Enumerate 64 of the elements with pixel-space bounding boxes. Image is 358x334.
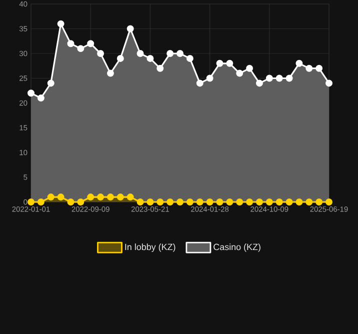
point (67, 40, 74, 48)
point (216, 198, 224, 206)
point (136, 198, 144, 206)
point (196, 80, 204, 87)
point (286, 74, 293, 82)
point (196, 198, 204, 206)
point (316, 64, 323, 72)
point (326, 198, 332, 206)
legend-label: Casino (KZ) (214, 244, 260, 252)
point (306, 64, 313, 72)
point (77, 45, 84, 52)
point (126, 194, 134, 201)
point (256, 80, 263, 87)
point (266, 74, 273, 82)
point (37, 94, 44, 102)
point (296, 198, 303, 206)
point (146, 198, 154, 206)
point (47, 80, 54, 87)
point (97, 50, 104, 57)
point (116, 54, 124, 62)
point (206, 198, 214, 206)
point (57, 20, 64, 28)
point (326, 80, 332, 87)
point (296, 60, 303, 67)
point (77, 198, 84, 206)
point (226, 198, 234, 206)
point (216, 60, 224, 67)
point (47, 194, 54, 201)
point (286, 198, 293, 206)
point (28, 90, 34, 97)
point (246, 198, 254, 206)
point (28, 198, 34, 206)
point (116, 194, 124, 201)
point (206, 74, 214, 82)
point (106, 70, 114, 77)
point (106, 194, 114, 201)
point (156, 198, 164, 206)
point (276, 74, 283, 82)
legend-label: In lobby (KZ) (125, 244, 176, 252)
point (306, 198, 313, 206)
point (156, 64, 164, 72)
point (146, 54, 154, 62)
point (176, 198, 184, 206)
point (236, 198, 244, 206)
point (87, 40, 94, 48)
point (316, 198, 323, 206)
point (236, 70, 244, 77)
point (176, 50, 184, 57)
point (166, 50, 174, 57)
point (67, 198, 74, 206)
point (276, 198, 283, 206)
point (186, 198, 194, 206)
point (126, 25, 134, 32)
point (166, 198, 174, 206)
point (266, 198, 273, 206)
point (246, 64, 254, 72)
point (136, 50, 144, 57)
point (186, 54, 194, 62)
point (256, 198, 263, 206)
point (57, 194, 64, 201)
point (226, 60, 234, 67)
point (87, 194, 94, 201)
point (37, 198, 44, 206)
point (97, 194, 104, 201)
